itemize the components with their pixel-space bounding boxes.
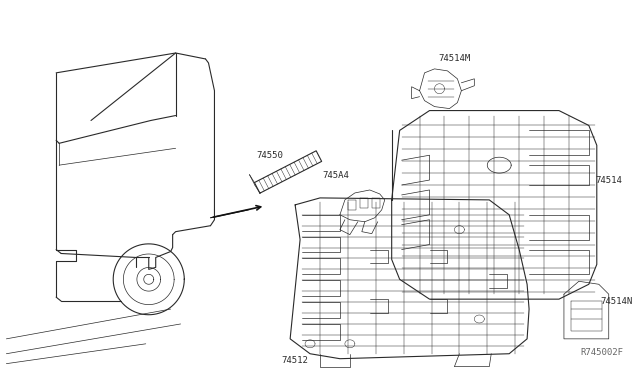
Text: 74512: 74512 [282, 356, 308, 365]
Text: 74514N: 74514N [600, 296, 633, 306]
Text: 74550: 74550 [257, 151, 284, 160]
Text: 74514: 74514 [595, 176, 622, 185]
Text: 74514M: 74514M [438, 54, 470, 64]
Text: 745A4: 745A4 [323, 171, 349, 180]
Text: R745002F: R745002F [580, 348, 623, 357]
